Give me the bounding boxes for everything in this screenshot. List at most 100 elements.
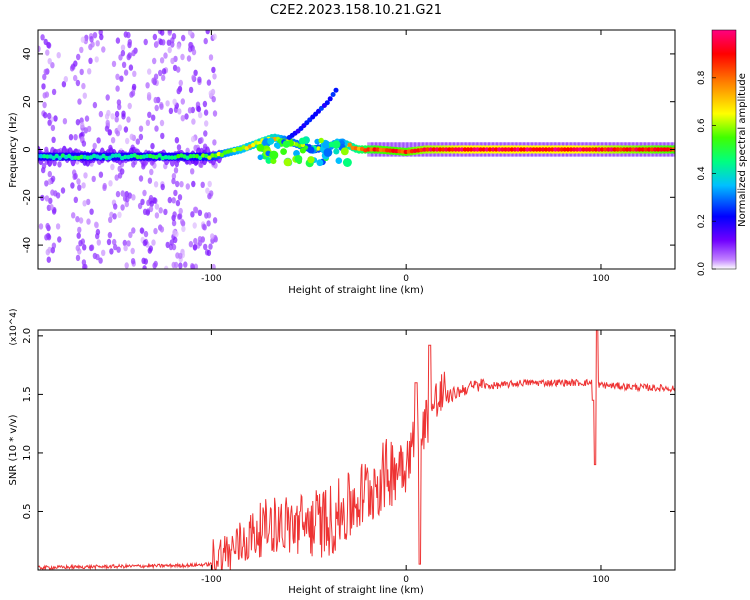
- spectrogram-speckle: [172, 211, 177, 218]
- spectrogram-speckle: [173, 167, 179, 174]
- spectrogram-speckle: [191, 74, 196, 81]
- spectrogram-speckle: [126, 116, 131, 123]
- spectrogram-speckle: [50, 175, 56, 182]
- spectrogram-speckle: [86, 125, 92, 133]
- spectrogram-speckle: [90, 41, 95, 48]
- spectrogram-speckle: [51, 136, 56, 143]
- spectrogram-speckle: [117, 125, 122, 132]
- ridge-point: [618, 147, 623, 152]
- spectrogram-speckle: [56, 52, 61, 59]
- spectrogram-speckle: [55, 223, 61, 230]
- ridge-point: [540, 147, 546, 152]
- spectrogram-speckle: [167, 30, 172, 36]
- spectrogram-speckle: [47, 58, 52, 65]
- y-tick-label: 2.0: [22, 328, 33, 344]
- spectrogram-speckle: [170, 41, 175, 48]
- spectrogram-speckle: [40, 34, 45, 41]
- ridge-point: [437, 147, 443, 152]
- spectrogram-speckle: [75, 119, 81, 126]
- ridge-point: [484, 147, 489, 152]
- spectrogram-speckle: [160, 132, 165, 140]
- spectrogram-speckle: [138, 125, 144, 132]
- ridge-point: [210, 153, 215, 158]
- ridge-point: [462, 147, 468, 152]
- transition-blob: [270, 157, 277, 165]
- spectrogram-speckle: [43, 112, 48, 119]
- spectrogram-speckle: [50, 61, 55, 69]
- spectrogram-speckle: [45, 49, 50, 56]
- spectrogram-speckle: [159, 57, 165, 64]
- spectrogram-speckle: [114, 174, 119, 181]
- spectrogram-speckle: [173, 189, 178, 197]
- ridge-point: [603, 147, 608, 152]
- ridge-point: [475, 147, 480, 152]
- spectrogram-speckle: [152, 57, 157, 65]
- spectrogram-speckle: [95, 253, 100, 261]
- ridge-point: [609, 147, 614, 152]
- ridge-point: [628, 147, 633, 152]
- spectrogram-speckle: [200, 181, 205, 188]
- spectrogram-speckle: [145, 209, 150, 216]
- spectrogram-speckle: [191, 48, 197, 56]
- spectrogram-speckle: [176, 43, 181, 50]
- ridge-point: [543, 147, 549, 152]
- spectrogram-speckle: [62, 118, 68, 125]
- spectrogram-speckle: [81, 140, 87, 147]
- spectrogram-speckle: [172, 98, 177, 106]
- spectrogram-speckle: [143, 230, 149, 238]
- spectrogram-speckle: [191, 180, 196, 188]
- spectrogram-speckle: [212, 217, 218, 224]
- spectrogram-speckle: [46, 256, 51, 263]
- spectrogram-speckle: [119, 75, 124, 82]
- spectrogram-speckle: [210, 233, 215, 240]
- transition-blob: [280, 148, 287, 155]
- snr-ticks: -100 0 100 0.5 1.0 1.5 2.0: [22, 328, 675, 585]
- spectrogram-speckle: [128, 231, 133, 239]
- spectrogram-speckle: [191, 118, 196, 125]
- spectrogram-speckle: [165, 241, 170, 249]
- spectrogram-speckle: [79, 46, 84, 54]
- ridge-point: [599, 147, 605, 152]
- ridge-point: [596, 147, 602, 152]
- y-tick-label: 1.5: [22, 386, 33, 402]
- ridge-point: [469, 147, 474, 152]
- ridge-point: [450, 147, 455, 152]
- spectrogram-speckle: [117, 103, 122, 111]
- spectrogram-speckle: [153, 181, 159, 188]
- spectrogram-speckle: [149, 168, 154, 176]
- spectrogram-speckle: [98, 110, 104, 118]
- spectrogram-speckle: [154, 40, 159, 48]
- spectrogram-speckle: [159, 226, 165, 233]
- ridge-point: [197, 155, 203, 160]
- transition-blob: [340, 147, 349, 156]
- spectrogram-speckle: [197, 76, 202, 83]
- y-tick-label: 20: [22, 95, 33, 108]
- spectrogram-speckle: [203, 37, 208, 45]
- transition-blob: [316, 159, 324, 167]
- spectrogram-speckle: [86, 198, 91, 206]
- spectrogram-speckle: [94, 221, 99, 228]
- spectrogram-speckle: [115, 190, 121, 198]
- spectrogram-speckle: [171, 243, 177, 251]
- spectrogram-speckle: [41, 83, 46, 90]
- transition-blob: [333, 148, 340, 155]
- spectrogram-speckle: [192, 244, 198, 251]
- spectrogram-speckle: [40, 194, 45, 202]
- spectrogram-speckle: [179, 181, 184, 188]
- x-tick-label: 100: [592, 575, 609, 585]
- spectrogram-speckle: [146, 92, 152, 99]
- spectrogram-speckle: [123, 244, 128, 252]
- spectrogram-speckle: [42, 101, 47, 109]
- ridge-point: [578, 147, 583, 152]
- ridge-point: [113, 153, 119, 158]
- spectrogram-speckle: [141, 257, 146, 264]
- spectrogram-speckle: [112, 213, 117, 220]
- ridge-point: [571, 147, 577, 152]
- spectrogram-speckle: [160, 183, 165, 191]
- transition-blob: [318, 137, 324, 144]
- spectrogram-speckle: [190, 135, 196, 143]
- spectrogram-speckle: [147, 111, 152, 119]
- transition-blob: [267, 137, 275, 145]
- spectrogram-speckle: [202, 224, 207, 231]
- spectrogram-speckle: [169, 239, 174, 246]
